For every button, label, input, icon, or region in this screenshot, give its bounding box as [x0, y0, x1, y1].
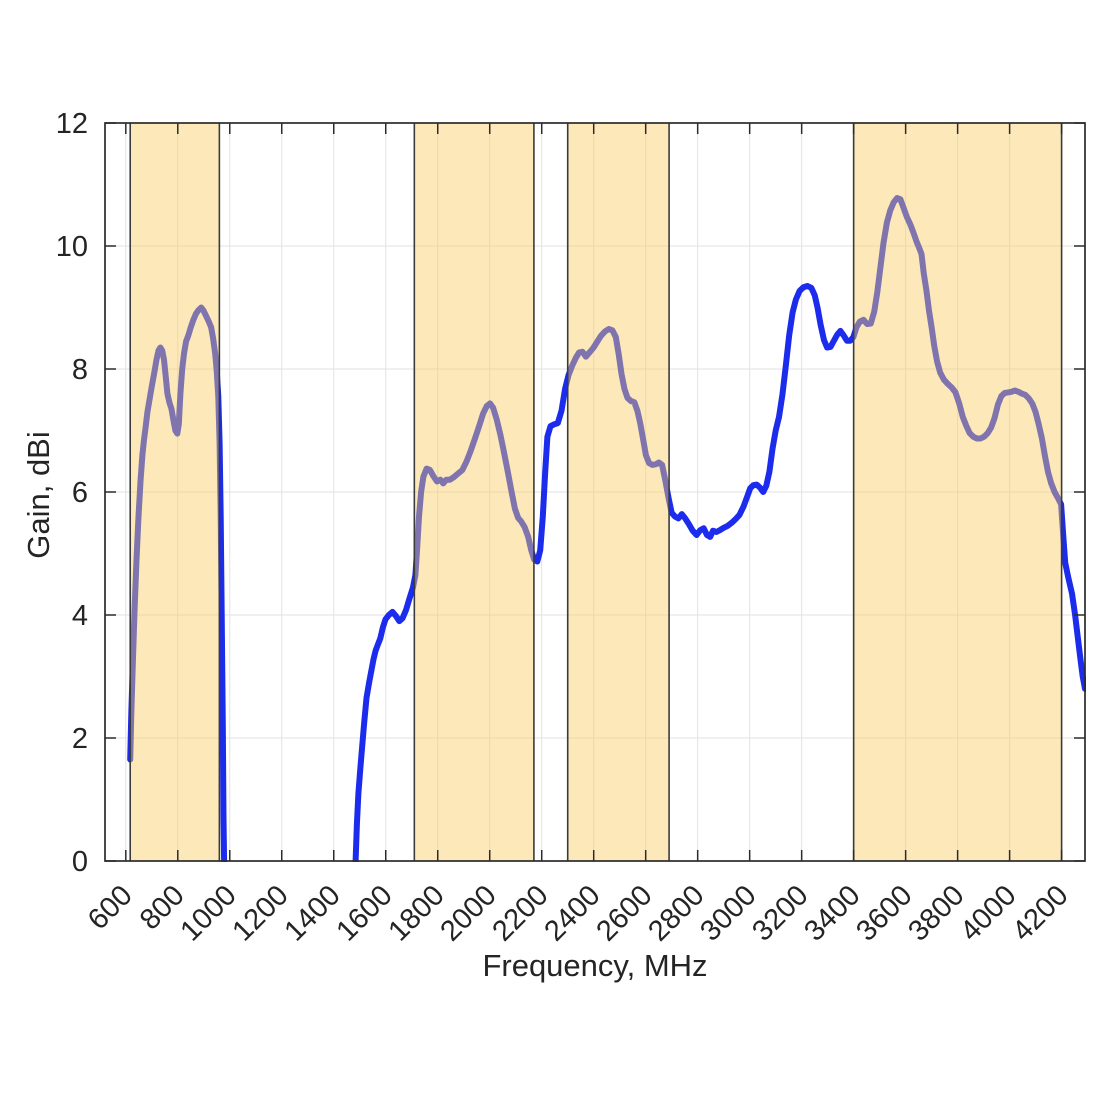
highlight-band: [414, 123, 534, 861]
y-tick-label: 10: [56, 231, 88, 263]
highlight-band: [853, 123, 1062, 861]
x-axis-label: Frequency, MHz: [482, 948, 708, 983]
y-tick-label: 8: [72, 354, 88, 386]
highlight-band: [567, 123, 670, 861]
y-tick-label: 4: [72, 600, 88, 632]
y-tick-label: 0: [72, 846, 88, 878]
y-axis-label: Gain, dBi: [21, 431, 56, 559]
y-tick-label: 6: [72, 477, 88, 509]
gain-curve-segment: [127, 304, 228, 862]
y-tick-label: 2: [72, 723, 88, 755]
y-tick-label: 12: [56, 108, 88, 140]
gain-curve-segment: [352, 195, 1086, 862]
highlight-band: [130, 123, 220, 861]
